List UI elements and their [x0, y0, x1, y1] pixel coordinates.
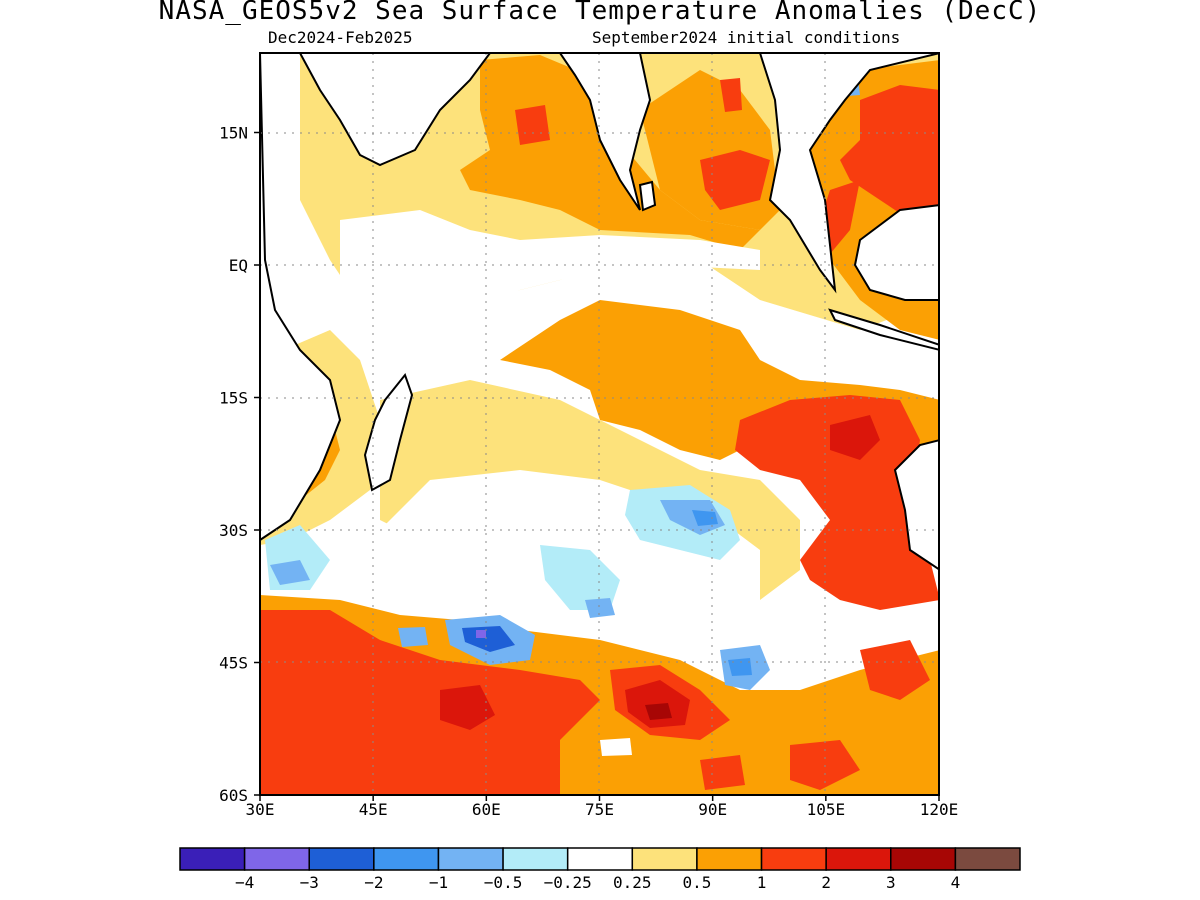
colorbar-swatch: [179, 847, 246, 871]
lon-tick-label: 30E: [246, 800, 275, 819]
contour-south-darkred: [440, 685, 495, 730]
map-title: NASA_GEOS5v2 Sea Surface Temperature Ano…: [158, 0, 1042, 26]
contour-south-blue-strong2: [462, 626, 515, 652]
longitude-axis: 30E 45E 60E 75E 90E 105E 120E: [246, 795, 959, 819]
colorbar-swatch: [566, 847, 634, 871]
colorbar-labels: −4 −3 −2 −1 −0.5 −0.25 0.25 0.5 1 2 3 4: [235, 873, 960, 892]
colorbar-swatch: [954, 847, 1021, 871]
colorbar-swatch: [631, 847, 698, 871]
coastlines: [260, 53, 939, 571]
graticule: [260, 53, 939, 795]
contour-south-red3: [700, 755, 745, 790]
colorbar-swatch: [243, 847, 310, 871]
colorbar-swatch: [696, 847, 763, 871]
contour-south-white: [600, 738, 632, 756]
colorbar-label: 0.5: [682, 873, 711, 892]
anomaly-field: [260, 53, 939, 795]
colorbar-swatch: [890, 847, 957, 871]
colorbar-label: −2: [364, 873, 383, 892]
contour-se-darkred: [830, 415, 880, 460]
colorbar-label: −3: [300, 873, 319, 892]
lat-tick-label: 45S: [219, 654, 248, 673]
forecast-period: Dec2024-Feb2025: [268, 28, 413, 47]
lat-tick-label: 60S: [219, 786, 248, 805]
contour-south-red5: [860, 640, 930, 700]
colorbar-label: 3: [886, 873, 896, 892]
contour-blue-center-mid: [660, 500, 725, 535]
contour-blue-mid2: [585, 598, 615, 618]
landmass-arabia: [260, 53, 492, 542]
contour-arabian-red: [515, 105, 550, 145]
contour-central-orange: [500, 300, 939, 460]
contour-south-darkest: [645, 703, 672, 720]
initial-conditions-label: September2024 initial conditions: [592, 28, 901, 47]
lat-tick-label: 15S: [219, 389, 248, 408]
colorbar-swatch: [502, 847, 569, 871]
lon-tick-label: 105E: [807, 800, 846, 819]
lat-tick-label: 30S: [219, 521, 248, 540]
contour-blue-mid: [540, 545, 620, 610]
colorbar-swatch: [437, 847, 504, 871]
contour-bay-bengal-red: [700, 150, 770, 210]
colorbar-label: 2: [821, 873, 831, 892]
colorbar-swatch: [308, 847, 375, 871]
contour-south-blue2: [728, 658, 752, 676]
contour-south-red: [260, 610, 600, 795]
landmass-indochina: [690, 53, 939, 294]
colorbar-label: −0.5: [484, 873, 523, 892]
lat-tick-label: 15N: [219, 124, 248, 143]
lon-tick-label: 60E: [472, 800, 501, 819]
lon-tick-label: 90E: [698, 800, 727, 819]
contour-eq-white2: [730, 320, 939, 380]
contour-se-red: [735, 395, 939, 610]
colorbar: [179, 847, 1021, 871]
colorbar-label: 4: [951, 873, 961, 892]
landmass-sumatra-java: [828, 308, 939, 351]
colorbar-label: 1: [757, 873, 767, 892]
landmass-borneo: [853, 204, 939, 301]
colorbar-label: −0.25: [544, 873, 592, 892]
contour-south-purple: [476, 630, 486, 638]
contour-south-blue3: [398, 627, 428, 647]
lon-tick-label: 45E: [359, 800, 388, 819]
landmass-india: [558, 53, 652, 211]
colorbar-swatch: [825, 847, 892, 871]
contour-blue-sw-inner: [270, 560, 310, 585]
lat-tick-label: EQ: [229, 256, 248, 275]
landmass-australia: [893, 439, 939, 571]
colorbar-swatch: [373, 847, 440, 871]
contour-blue-center-inner: [692, 510, 718, 526]
landmass-srilanka: [638, 180, 657, 212]
latitude-axis: 15N EQ 15S 30S 45S 60S: [219, 124, 260, 805]
lon-tick-label: 75E: [585, 800, 614, 819]
lon-tick-label: 120E: [920, 800, 959, 819]
colorbar-label: −1: [429, 873, 448, 892]
landmass-madagascar: [363, 372, 414, 492]
colorbar-label: −4: [235, 873, 254, 892]
contour-bengal-north-red: [720, 78, 742, 112]
colorbar-label: 0.25: [613, 873, 652, 892]
colorbar-swatch: [760, 847, 827, 871]
